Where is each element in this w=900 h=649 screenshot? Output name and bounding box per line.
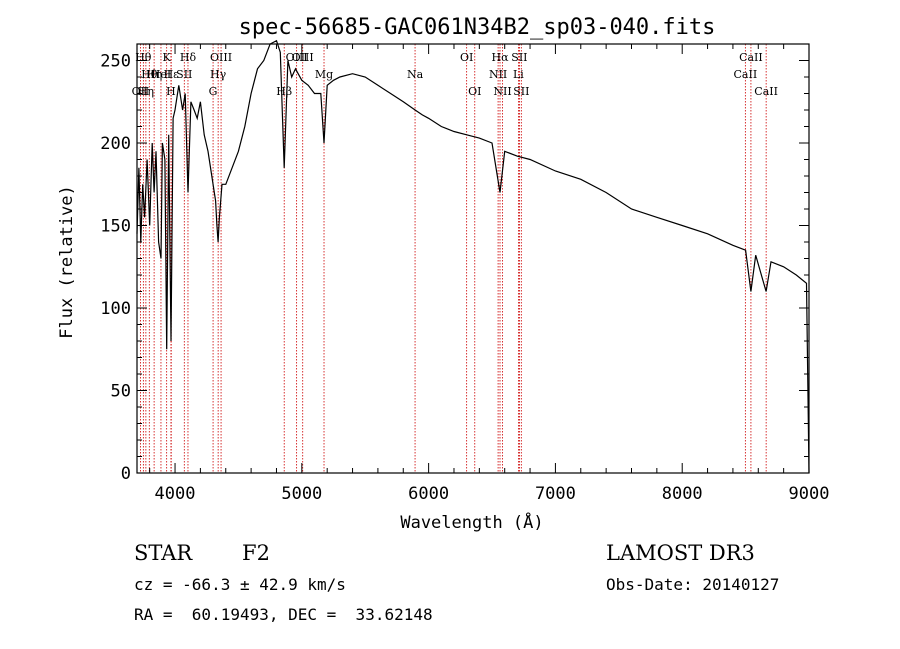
line-label: K [163,51,172,64]
x-tick-label: 7000 [535,484,576,504]
spectral-line-markers [140,44,767,473]
line-label: H [166,85,176,98]
chart-title: spec-56685-GAC061N34B2_sp03-040.fits [239,15,716,40]
line-label: NII [493,85,511,98]
y-axis-ticks: 0 50 100 150 200 250 [100,52,809,484]
line-label: Hθ [141,68,158,81]
line-label: SII [513,85,529,98]
line-label: SII [176,68,192,81]
line-label: HeI [151,68,171,81]
redshift-cz: cz = -66.3 ± 42.9 km/s [134,575,346,594]
line-label: Hδ [180,51,197,64]
line-label: OIII [286,51,308,64]
x-tick-label: 8000 [662,484,703,504]
x-axis-label: Wavelength (Å) [400,511,543,533]
line-label: OII [132,85,150,98]
line-label: OIII [292,51,314,64]
line-label: Hβ [276,85,292,98]
object-type: STAR [134,541,193,565]
line-label: Li [513,68,524,81]
object-subclass: F2 [242,541,270,565]
line-label: CaII [739,51,763,64]
y-tick-label: 200 [100,134,131,154]
line-label: CaII [734,68,758,81]
line-label: OI [460,51,473,64]
x-tick-label: 6000 [408,484,449,504]
plot-frame [136,43,810,474]
line-label: Hε [164,68,180,81]
x-tick-label: 9000 [789,484,830,504]
y-tick-label: 150 [100,217,131,237]
x-tick-label: 5000 [281,484,322,504]
line-label: OIII [210,51,232,64]
line-label: CaII [754,85,778,98]
line-label: Hη [146,68,162,81]
line-label: OI [468,85,481,98]
line-label: Hη [138,85,154,98]
survey-label: LAMOST DR3 [606,541,755,565]
observation-date: Obs-Date: 20140127 [606,575,779,594]
line-label: Mg [315,68,333,81]
line-label: SII [511,51,527,64]
line-label: Hα [491,51,509,64]
line-label: G [209,85,218,98]
line-label: Na [407,68,424,81]
y-tick-label: 0 [121,464,131,484]
y-axis-label: Flux (relative) [57,185,77,339]
coordinates: RA = 60.19493, DEC = 33.62148 [134,605,433,624]
x-axis-ticks: 4000 5000 6000 7000 8000 9000 [149,44,830,504]
spectrum-line [136,39,810,474]
y-tick-label: 250 [100,52,131,72]
spectral-line-labels: OIIHθHηHθHηHeIKHHεSIIHδGHγOIIIHβOIIIOIII… [132,51,778,98]
y-tick-label: 50 [111,382,131,402]
y-tick-label: 100 [100,299,131,319]
line-label: Hγ [210,68,227,81]
line-label: Hθ [135,51,152,64]
line-label: NII [489,68,507,81]
x-tick-label: 4000 [155,484,196,504]
